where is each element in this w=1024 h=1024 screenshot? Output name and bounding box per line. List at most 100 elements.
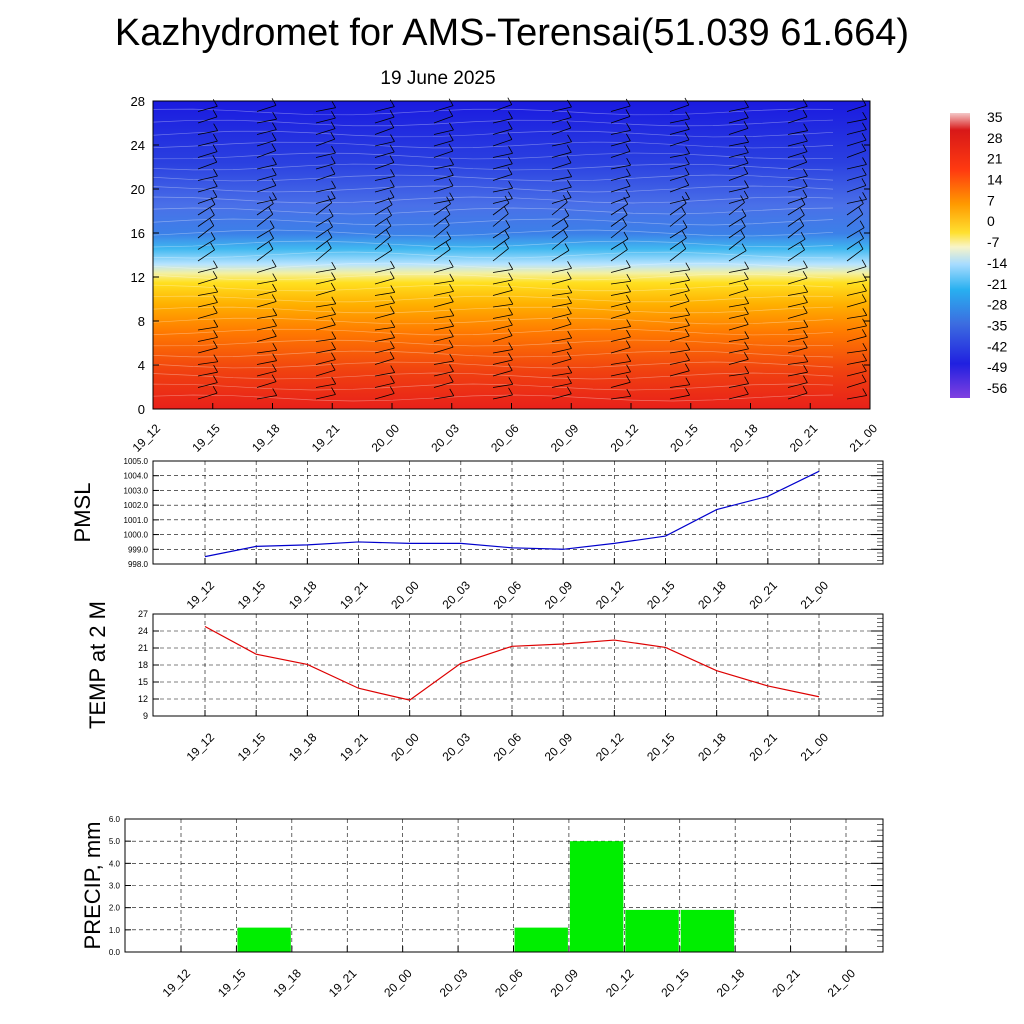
wind-barb-flag (802, 144, 808, 152)
wind-barb (374, 372, 395, 377)
wind-barb (610, 150, 631, 158)
wind-barb (492, 383, 513, 388)
wind-barb-flag (389, 386, 395, 394)
wind-barb-flag (859, 196, 864, 204)
wind-barb-flag (390, 365, 396, 373)
wind-barb-flag (741, 219, 746, 227)
x-tick-label: 19_21 (337, 578, 371, 612)
x-tick-label: 20_21 (787, 421, 821, 455)
wind-barb-flag (272, 157, 277, 165)
wind-barb (846, 290, 867, 296)
colorbar-label: -14 (987, 255, 1007, 271)
wind-barb (492, 394, 513, 400)
wind-barb (256, 360, 277, 365)
x-tick-label: 19_18 (286, 578, 320, 612)
wind-barb (492, 289, 513, 296)
isotherm-contour (152, 174, 834, 182)
wind-barb-flag (449, 318, 454, 327)
chart-subtitle: 19 June 2025 (380, 68, 496, 89)
wind-barb (197, 267, 218, 273)
wind-barb-flag (389, 109, 395, 118)
x-tick-label: 20_06 (491, 578, 525, 612)
wind-barb-flag (803, 133, 808, 142)
y-tick-label: 4.0 (109, 859, 121, 868)
wind-barb (787, 225, 805, 239)
wind-barb-flag (567, 365, 573, 374)
wind-barb (551, 393, 572, 400)
wind-barb (669, 290, 690, 296)
wind-barb (787, 238, 806, 250)
x-tick-label: 20_09 (548, 966, 582, 1000)
wind-barb (551, 292, 572, 296)
y-tick-label: 998.0 (128, 560, 149, 569)
x-tick-label: 20_12 (593, 578, 627, 612)
wind-barb (433, 395, 454, 400)
wind-barb-flag (446, 231, 452, 239)
x-tick-label: 19_18 (270, 966, 304, 1000)
isotherm-contour (152, 141, 834, 149)
wind-barb-flag (684, 328, 690, 337)
wind-barb-flag (449, 192, 454, 200)
wind-barb-flag (330, 317, 336, 326)
colorbar-label: 14 (987, 172, 1003, 188)
wind-barb (610, 238, 629, 250)
wind-barb (669, 279, 690, 285)
wind-barb (551, 186, 572, 193)
wind-barb (846, 325, 867, 331)
wind-barb (197, 140, 218, 147)
wind-barb (256, 280, 277, 285)
wind-barb (197, 161, 217, 170)
wind-barb-flag (802, 270, 808, 279)
wind-barb-flag (508, 317, 513, 326)
wind-barb (610, 360, 631, 365)
temperature-field (153, 101, 870, 409)
wind-barb-flag (862, 343, 868, 351)
wind-barb (610, 266, 631, 273)
wind-barb-flag (271, 167, 277, 176)
wind-barb-flag (449, 353, 455, 362)
wind-barb (492, 104, 512, 112)
wind-barb-flag (744, 376, 749, 384)
wind-barb-flag (566, 120, 572, 129)
wind-barb (551, 162, 572, 170)
wind-barb-flag (685, 146, 690, 154)
wind-barb (846, 213, 864, 227)
wind-barb (610, 347, 631, 354)
wind-barb (610, 129, 631, 135)
wind-barb-flag (743, 317, 749, 325)
wind-barb-flag (626, 354, 632, 362)
wind-barb-flag (744, 100, 749, 108)
wind-barb-flag (390, 134, 395, 142)
wind-barb (256, 370, 277, 377)
wind-barb (197, 238, 216, 250)
x-tick-label: 19_12 (130, 421, 164, 455)
wind-barb-flag (213, 319, 219, 328)
wind-barb-flag (741, 208, 747, 217)
wind-barb-flag (330, 131, 336, 140)
wind-barb (610, 249, 628, 262)
wind-barb-flag (566, 351, 572, 360)
wind-barb (374, 267, 395, 273)
wind-barb-flag (271, 259, 277, 267)
wind-barb-flag (389, 190, 395, 198)
wind-barb-flag (861, 143, 867, 151)
wind-barb-flag (271, 143, 277, 151)
wind-barb-flag (330, 166, 336, 175)
wind-barb-flag (213, 364, 218, 373)
wind-barb-flag (685, 342, 691, 351)
wind-barb (669, 384, 690, 388)
wind-barb-flag (862, 111, 867, 120)
x-tick-label: 20_00 (369, 421, 403, 455)
wind-barb-flag (859, 220, 865, 228)
x-tick-label: 20_15 (658, 966, 692, 1000)
x-tick-label: 20_09 (548, 421, 582, 455)
wind-barb-flag (449, 157, 454, 166)
x-tick-label: 19_15 (215, 966, 249, 1000)
wind-barb-flag (743, 110, 749, 119)
wind-barb (492, 359, 513, 365)
wind-barb-flag (507, 121, 513, 130)
wind-barb-flag (272, 353, 277, 361)
wind-barb-flag (271, 98, 277, 106)
wind-barb (315, 117, 336, 124)
wind-barb (197, 130, 218, 135)
